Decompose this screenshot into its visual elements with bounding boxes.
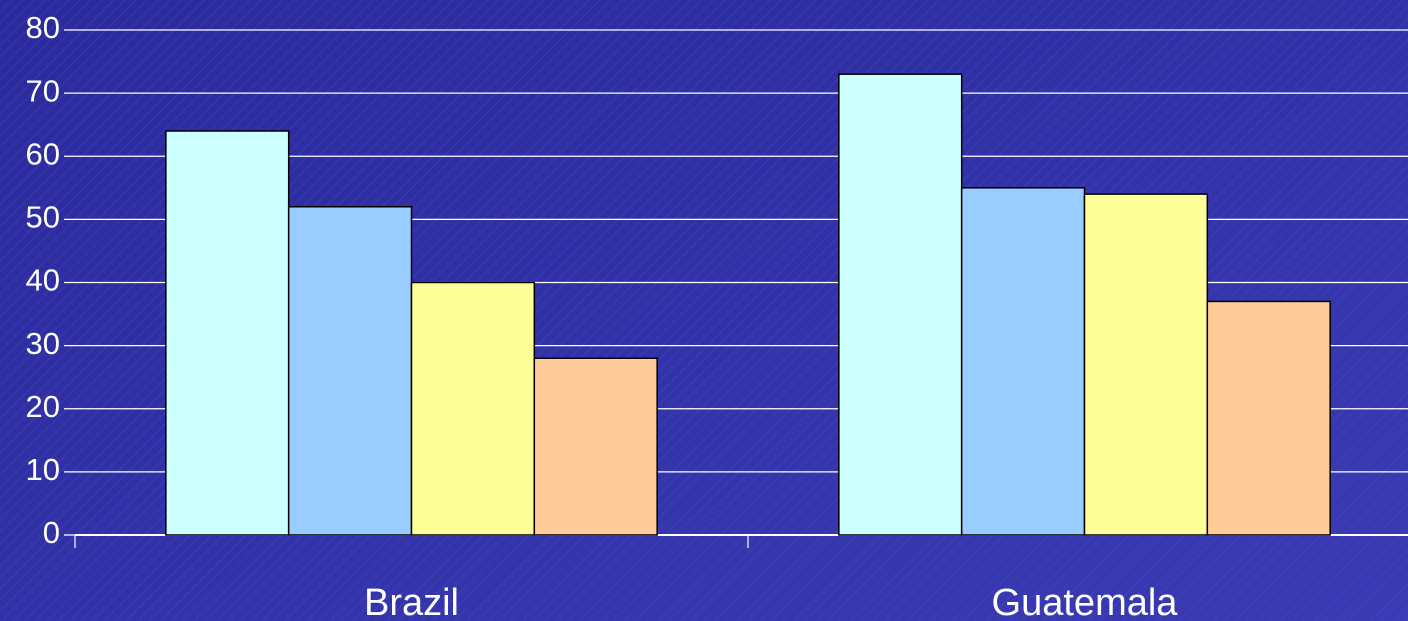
bar	[533, 357, 658, 536]
bar	[165, 130, 290, 536]
bar	[287, 206, 413, 536]
x-tick-label: Brazil	[364, 582, 459, 621]
x-tick-label: Guatemala	[992, 582, 1179, 621]
y-tick-label: 40	[26, 263, 60, 298]
y-tick-label: 50	[26, 200, 60, 235]
bar	[960, 187, 1086, 536]
y-tick-label: 10	[26, 452, 60, 487]
bar	[1083, 193, 1209, 536]
y-tick-label: 80	[26, 10, 60, 45]
bar	[838, 73, 963, 536]
y-tick-label: 60	[26, 136, 60, 171]
bar	[1206, 300, 1331, 536]
y-tick-label: 30	[26, 326, 60, 361]
y-tick-label: 70	[26, 73, 60, 108]
bar	[410, 281, 536, 536]
y-tick-label: 20	[26, 389, 60, 424]
y-tick-label: 0	[43, 515, 60, 550]
